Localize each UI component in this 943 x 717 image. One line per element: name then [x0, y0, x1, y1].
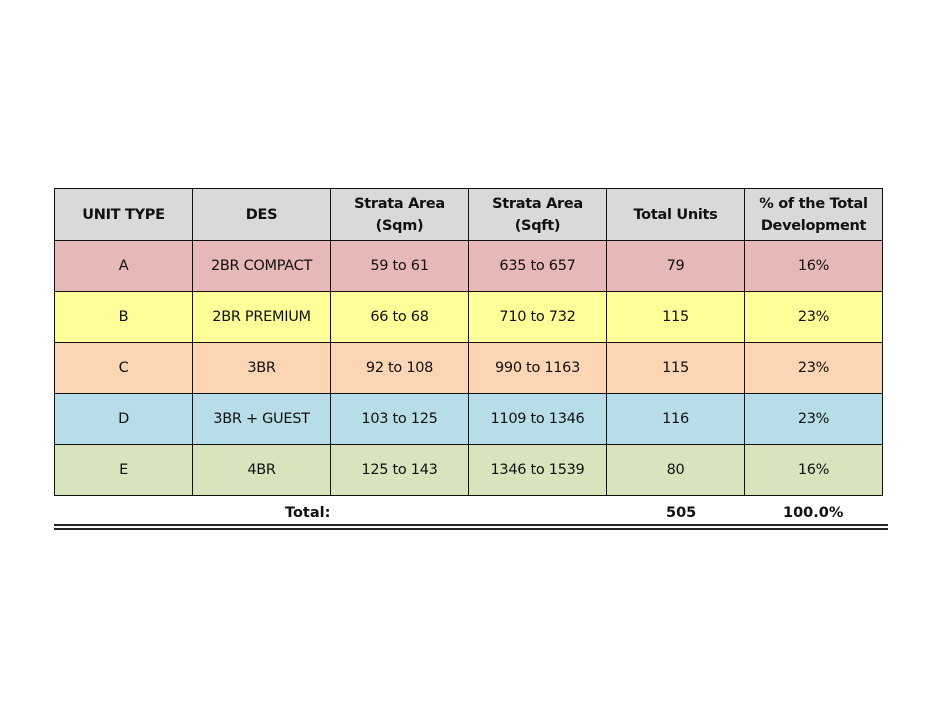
table-cell: 3BR	[192, 342, 331, 394]
table-row: C 3BR 92 to 108 990 to 1163 115 23%	[54, 342, 883, 394]
total-percent: 100.0%	[783, 505, 844, 521]
column-header: % of the Total Development	[744, 188, 883, 241]
table-row: E 4BR 125 to 143 1346 to 1539 80 16%	[54, 444, 883, 496]
table-cell: 16%	[744, 444, 883, 496]
table-cell: 115	[606, 291, 745, 343]
table-cell: C	[54, 342, 193, 394]
table-cell: 1109 to 1346	[468, 393, 607, 445]
table-cell: A	[54, 240, 193, 292]
unit-mix-table: UNIT TYPE DES Strata Area (Sqm) Strata Area…	[54, 188, 883, 496]
total-units: 505	[666, 505, 697, 521]
table-cell: B	[54, 291, 193, 343]
table-row: A 2BR COMPACT 59 to 61 635 to 657 79 16%	[54, 240, 883, 292]
table-cell: 116	[606, 393, 745, 445]
table-cell: 125 to 143	[330, 444, 469, 496]
table-cell: 23%	[744, 291, 883, 343]
table-cell: 92 to 108	[330, 342, 469, 394]
table-cell: 23%	[744, 342, 883, 394]
table-cell: 710 to 732	[468, 291, 607, 343]
table-cell: D	[54, 393, 193, 445]
table-cell: 23%	[744, 393, 883, 445]
table-cell: 80	[606, 444, 745, 496]
table-cell: 635 to 657	[468, 240, 607, 292]
column-header: DES	[192, 188, 331, 241]
total-label: Total:	[285, 505, 331, 521]
table-cell: 79	[606, 240, 745, 292]
table-cell: 115	[606, 342, 745, 394]
table-cell: 103 to 125	[330, 393, 469, 445]
table-cell: 1346 to 1539	[468, 444, 607, 496]
table-cell: 2BR PREMIUM	[192, 291, 331, 343]
table-row: B 2BR PREMIUM 66 to 68 710 to 732 115 23%	[54, 291, 883, 343]
table-cell: 66 to 68	[330, 291, 469, 343]
table-cell: 2BR COMPACT	[192, 240, 331, 292]
column-header: Strata Area (Sqm)	[330, 188, 469, 241]
double-underline	[54, 524, 888, 530]
table-cell: 59 to 61	[330, 240, 469, 292]
column-header: UNIT TYPE	[54, 188, 193, 241]
column-header: Strata Area (Sqft)	[468, 188, 607, 241]
table-cell: 16%	[744, 240, 883, 292]
table-cell: 4BR	[192, 444, 331, 496]
header-row: UNIT TYPE DES Strata Area (Sqm) Strata Area…	[54, 188, 883, 241]
table-cell: 990 to 1163	[468, 342, 607, 394]
table-cell: E	[54, 444, 193, 496]
column-header: Total Units	[606, 188, 745, 241]
table-row: D 3BR + GUEST 103 to 125 1109 to 1346 116 23%	[54, 393, 883, 445]
table-cell: 3BR + GUEST	[192, 393, 331, 445]
